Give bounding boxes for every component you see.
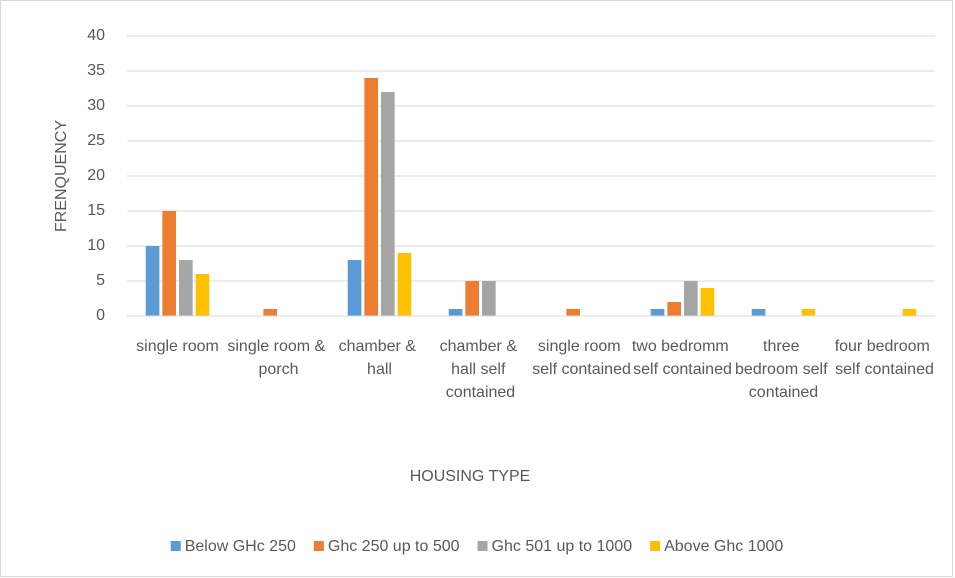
y-tick-label: 30 [87,97,105,114]
bar [700,288,715,316]
legend-swatch [650,541,661,551]
y-tick-label: 5 [96,272,105,289]
y-tick-label: 20 [87,167,105,184]
x-tick-label: three bedroom self contained [735,338,832,401]
bar [465,281,479,316]
bar [650,309,665,316]
bar [381,92,395,316]
legend-swatch [170,541,181,551]
bar [667,302,681,316]
bar [347,260,362,316]
bar [751,309,766,316]
x-tick-label: chamber & hall self contained [440,338,522,401]
y-tick-label: 10 [87,237,105,254]
bar [448,309,463,316]
bar [397,253,412,316]
legend-label: Ghc 250 up to 500 [328,538,460,555]
bar [179,260,193,316]
legend-label: Above Ghc 1000 [664,538,783,555]
legend-label: Ghc 501 up to 1000 [492,538,633,555]
legend-swatch [477,541,488,551]
bar [162,211,176,316]
bar [145,246,160,316]
legend-label: Below GHc 250 [185,538,296,555]
y-axis-title: FRENQUENCY [53,120,70,232]
y-tick-label: 25 [87,132,105,149]
bar [263,309,277,316]
bar [482,281,496,316]
bar [801,309,816,316]
bar [195,274,210,316]
legend-swatch [313,541,324,551]
bar [566,309,580,316]
x-tick-label: single room self contained [532,338,631,378]
x-tick-label: single room & porch [227,338,329,378]
y-tick-label: 0 [96,307,105,324]
y-tick-label: 35 [87,62,105,79]
x-tick-label: chamber & hall [339,338,421,378]
bar [902,309,917,316]
x-tick-label: four bedroom self contained [835,338,935,378]
x-axis-title: HOUSING TYPE [410,468,531,485]
bar [684,281,698,316]
x-tick-label: single room [136,338,219,355]
y-tick-label: 15 [87,202,105,219]
x-tick-label: two bedromm self contained [632,338,733,378]
y-tick-label: 40 [87,27,105,44]
bar [364,78,378,316]
